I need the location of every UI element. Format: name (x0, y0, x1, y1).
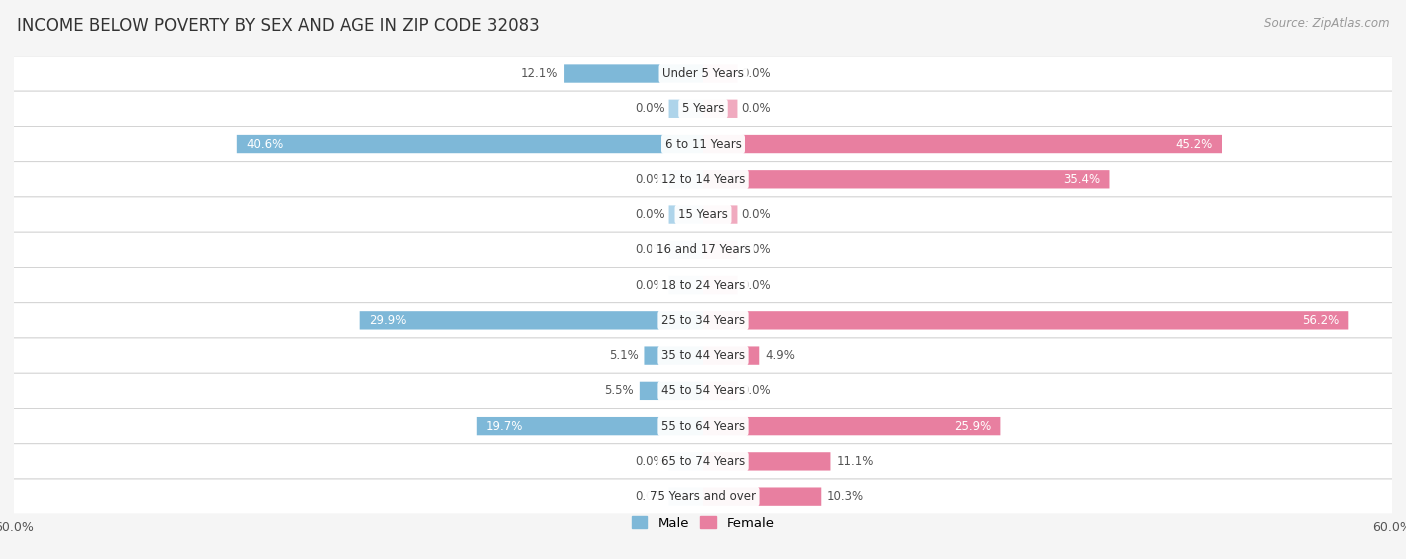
FancyBboxPatch shape (703, 452, 831, 471)
FancyBboxPatch shape (669, 100, 703, 118)
FancyBboxPatch shape (8, 126, 1398, 162)
Text: Under 5 Years: Under 5 Years (662, 67, 744, 80)
FancyBboxPatch shape (8, 91, 1398, 126)
Text: 35 to 44 Years: 35 to 44 Years (661, 349, 745, 362)
Text: 11.1%: 11.1% (837, 455, 873, 468)
FancyBboxPatch shape (669, 205, 703, 224)
FancyBboxPatch shape (703, 241, 738, 259)
Text: 0.0%: 0.0% (636, 208, 665, 221)
Text: 0.0%: 0.0% (741, 67, 770, 80)
FancyBboxPatch shape (703, 100, 738, 118)
Text: 19.7%: 19.7% (486, 420, 523, 433)
Text: 0.0%: 0.0% (636, 455, 665, 468)
Text: 45.2%: 45.2% (1175, 138, 1213, 150)
FancyBboxPatch shape (703, 135, 1222, 153)
FancyBboxPatch shape (8, 162, 1398, 197)
Text: 0.0%: 0.0% (741, 102, 770, 115)
FancyBboxPatch shape (564, 64, 703, 83)
FancyBboxPatch shape (669, 487, 703, 506)
Text: 35.4%: 35.4% (1063, 173, 1101, 186)
FancyBboxPatch shape (8, 56, 1398, 91)
Text: 56.2%: 56.2% (1302, 314, 1339, 327)
Text: 29.9%: 29.9% (368, 314, 406, 327)
Text: 0.0%: 0.0% (741, 278, 770, 292)
Text: 0.0%: 0.0% (741, 208, 770, 221)
FancyBboxPatch shape (703, 417, 1001, 435)
FancyBboxPatch shape (669, 276, 703, 294)
FancyBboxPatch shape (236, 135, 703, 153)
Text: 12 to 14 Years: 12 to 14 Years (661, 173, 745, 186)
FancyBboxPatch shape (8, 444, 1398, 479)
Text: 0.0%: 0.0% (636, 173, 665, 186)
FancyBboxPatch shape (8, 479, 1398, 514)
Text: 4.9%: 4.9% (765, 349, 794, 362)
Text: 25.9%: 25.9% (953, 420, 991, 433)
FancyBboxPatch shape (477, 417, 703, 435)
FancyBboxPatch shape (360, 311, 703, 329)
Text: 5 Years: 5 Years (682, 102, 724, 115)
FancyBboxPatch shape (8, 373, 1398, 409)
FancyBboxPatch shape (8, 197, 1398, 232)
Text: 0.0%: 0.0% (636, 243, 665, 257)
Text: 0.0%: 0.0% (741, 385, 770, 397)
FancyBboxPatch shape (8, 267, 1398, 303)
FancyBboxPatch shape (8, 409, 1398, 444)
FancyBboxPatch shape (669, 452, 703, 471)
Text: 12.1%: 12.1% (522, 67, 558, 80)
FancyBboxPatch shape (703, 311, 1348, 329)
Text: 5.5%: 5.5% (605, 385, 634, 397)
Text: 0.0%: 0.0% (741, 243, 770, 257)
Text: 55 to 64 Years: 55 to 64 Years (661, 420, 745, 433)
FancyBboxPatch shape (703, 170, 1109, 188)
Text: 40.6%: 40.6% (246, 138, 283, 150)
Text: 75 Years and over: 75 Years and over (650, 490, 756, 503)
FancyBboxPatch shape (8, 338, 1398, 373)
Text: 15 Years: 15 Years (678, 208, 728, 221)
Text: 18 to 24 Years: 18 to 24 Years (661, 278, 745, 292)
FancyBboxPatch shape (8, 303, 1398, 338)
Text: 25 to 34 Years: 25 to 34 Years (661, 314, 745, 327)
Text: Source: ZipAtlas.com: Source: ZipAtlas.com (1264, 17, 1389, 30)
FancyBboxPatch shape (669, 241, 703, 259)
Text: 0.0%: 0.0% (636, 278, 665, 292)
FancyBboxPatch shape (8, 232, 1398, 267)
FancyBboxPatch shape (703, 64, 738, 83)
FancyBboxPatch shape (703, 382, 738, 400)
FancyBboxPatch shape (703, 487, 821, 506)
Text: 0.0%: 0.0% (636, 490, 665, 503)
FancyBboxPatch shape (640, 382, 703, 400)
Text: 45 to 54 Years: 45 to 54 Years (661, 385, 745, 397)
FancyBboxPatch shape (703, 276, 738, 294)
Text: 0.0%: 0.0% (636, 102, 665, 115)
Text: INCOME BELOW POVERTY BY SEX AND AGE IN ZIP CODE 32083: INCOME BELOW POVERTY BY SEX AND AGE IN Z… (17, 17, 540, 35)
FancyBboxPatch shape (703, 205, 738, 224)
FancyBboxPatch shape (669, 170, 703, 188)
Text: 10.3%: 10.3% (827, 490, 865, 503)
Text: 6 to 11 Years: 6 to 11 Years (665, 138, 741, 150)
Text: 5.1%: 5.1% (609, 349, 638, 362)
FancyBboxPatch shape (703, 347, 759, 365)
FancyBboxPatch shape (644, 347, 703, 365)
Legend: Male, Female: Male, Female (626, 511, 780, 535)
Text: 65 to 74 Years: 65 to 74 Years (661, 455, 745, 468)
Text: 16 and 17 Years: 16 and 17 Years (655, 243, 751, 257)
